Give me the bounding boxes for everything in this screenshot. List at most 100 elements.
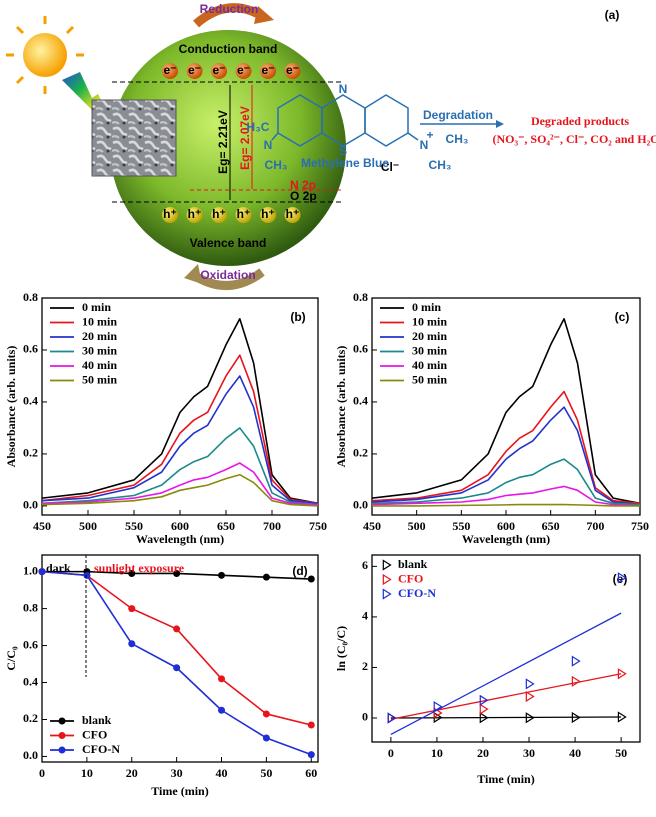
y-tick-label: 4: [362, 609, 368, 623]
fit-line: [390, 612, 622, 735]
data-point: [218, 571, 226, 579]
hole-label: h⁺: [237, 207, 251, 221]
data-point: [387, 712, 397, 724]
data-point: [525, 690, 535, 703]
y-tick-label: 0.0: [23, 748, 38, 762]
x-tick-label: 700: [586, 519, 604, 533]
x-axis-label: Time (min): [151, 784, 208, 798]
electron: [260, 63, 276, 79]
legend-label: 50 min: [412, 372, 447, 386]
data-point: [262, 734, 270, 742]
x-tick-label: 650: [542, 519, 560, 533]
x-tick-label: 750: [309, 519, 327, 533]
hole: [162, 207, 178, 223]
methylene-blue-structure: [271, 94, 419, 147]
x-tick-label: 650: [217, 519, 235, 533]
electron: [284, 63, 301, 79]
x-tick-label: 500: [408, 519, 426, 533]
legend-label: 30 min: [412, 343, 447, 357]
legend-label: 20 min: [82, 329, 117, 343]
series-line: [371, 406, 641, 506]
data-point: [218, 675, 226, 683]
x-tick-label: 750: [631, 519, 649, 533]
y-tick-label: 0.0: [353, 498, 368, 512]
data-point: [307, 721, 315, 729]
panel-label: (c): [615, 310, 630, 324]
semiconductor-sphere: [110, 30, 346, 266]
data-point: [38, 568, 46, 576]
fit-line: [390, 716, 622, 719]
products-title: Degraded products: [531, 114, 629, 128]
legend-label: 10 min: [412, 314, 447, 328]
x-tick-label: 0: [39, 766, 45, 780]
y-tick-label: 2: [362, 659, 368, 673]
hole: [235, 207, 252, 223]
legend-marker: [58, 717, 66, 725]
x-tick-label: 40: [216, 766, 228, 780]
chart: 450 500 550 600 650 700 750 0.0 0.2 0.4 0.6 0.8 Wave…: [4, 290, 327, 546]
data-point: [128, 569, 136, 577]
series-line: [372, 503, 640, 507]
series-line: [41, 354, 319, 505]
y-axis-label: C/C₀: [4, 646, 18, 671]
sem-image: [91, 99, 177, 177]
data-point: [173, 664, 181, 672]
legend-label: 40 min: [412, 358, 447, 372]
y-tick-label: 0.2: [353, 446, 368, 460]
atom: CH₃: [446, 132, 469, 146]
hole: [260, 207, 276, 223]
panel-label: (a): [605, 8, 620, 22]
y-tick-label: 0.6: [353, 342, 368, 356]
x-tick-label: 500: [79, 519, 97, 533]
chart: 0 10 20 30 40 50 0 2 4 6 Time (min) ln (C₀/C) (e) bla…: [334, 554, 641, 786]
legend-label: CFO: [82, 727, 107, 741]
electron-label: e⁻: [237, 63, 250, 77]
data-point: [479, 703, 489, 715]
legend-label: CFO: [398, 571, 423, 585]
series-line: [371, 458, 641, 506]
legend-label: CFO-N: [398, 586, 436, 600]
x-tick-label: 20: [477, 746, 489, 760]
y-tick-label: 0.6: [23, 637, 38, 651]
legend-label: blank: [82, 713, 112, 727]
series-line: [371, 317, 641, 505]
x-tick-label: 600: [171, 519, 189, 533]
data-point: [571, 711, 581, 724]
y-tick-label: 0.2: [23, 446, 38, 460]
x-tick-label: 10: [81, 766, 93, 780]
panel-label: (e): [613, 572, 628, 586]
y-axis-label: Absorbance (arb. units): [4, 346, 18, 468]
x-tick-label: 600: [497, 519, 515, 533]
x-tick-label: 550: [125, 519, 143, 533]
electron-label: e⁻: [188, 63, 201, 77]
hole-label: h⁺: [188, 207, 202, 221]
conduction-band-label: Conduction band: [179, 42, 278, 56]
data-point: [525, 712, 535, 724]
legend-label: blank: [398, 557, 428, 571]
y-tick-label: 0.8: [353, 290, 368, 304]
legend-label: 20 min: [412, 329, 447, 343]
annotation: dark: [46, 561, 71, 575]
eg1-label: Eg= 2.21eV: [216, 110, 230, 174]
data-point: [479, 694, 489, 706]
legend-label: 0 min: [412, 300, 441, 314]
n2p-label: N 2p: [290, 178, 316, 192]
legend-label: 10 min: [82, 314, 117, 328]
legend-marker: [58, 746, 66, 754]
data-point: [307, 575, 315, 583]
electron-label: e⁻: [212, 63, 225, 77]
legend-label: 40 min: [82, 358, 117, 372]
legend-label: CFO-N: [82, 742, 120, 756]
panel-label: (d): [292, 564, 307, 578]
legend-label: 50 min: [82, 372, 117, 386]
x-tick-label: 60: [305, 766, 317, 780]
data-point: [571, 655, 581, 667]
data-point: [617, 572, 627, 584]
hole-label: h⁺: [212, 207, 226, 221]
electron: [162, 63, 178, 79]
legend-marker: [382, 588, 392, 600]
series-line: [41, 427, 319, 506]
series-line: [41, 462, 319, 506]
data-point: [617, 668, 627, 680]
